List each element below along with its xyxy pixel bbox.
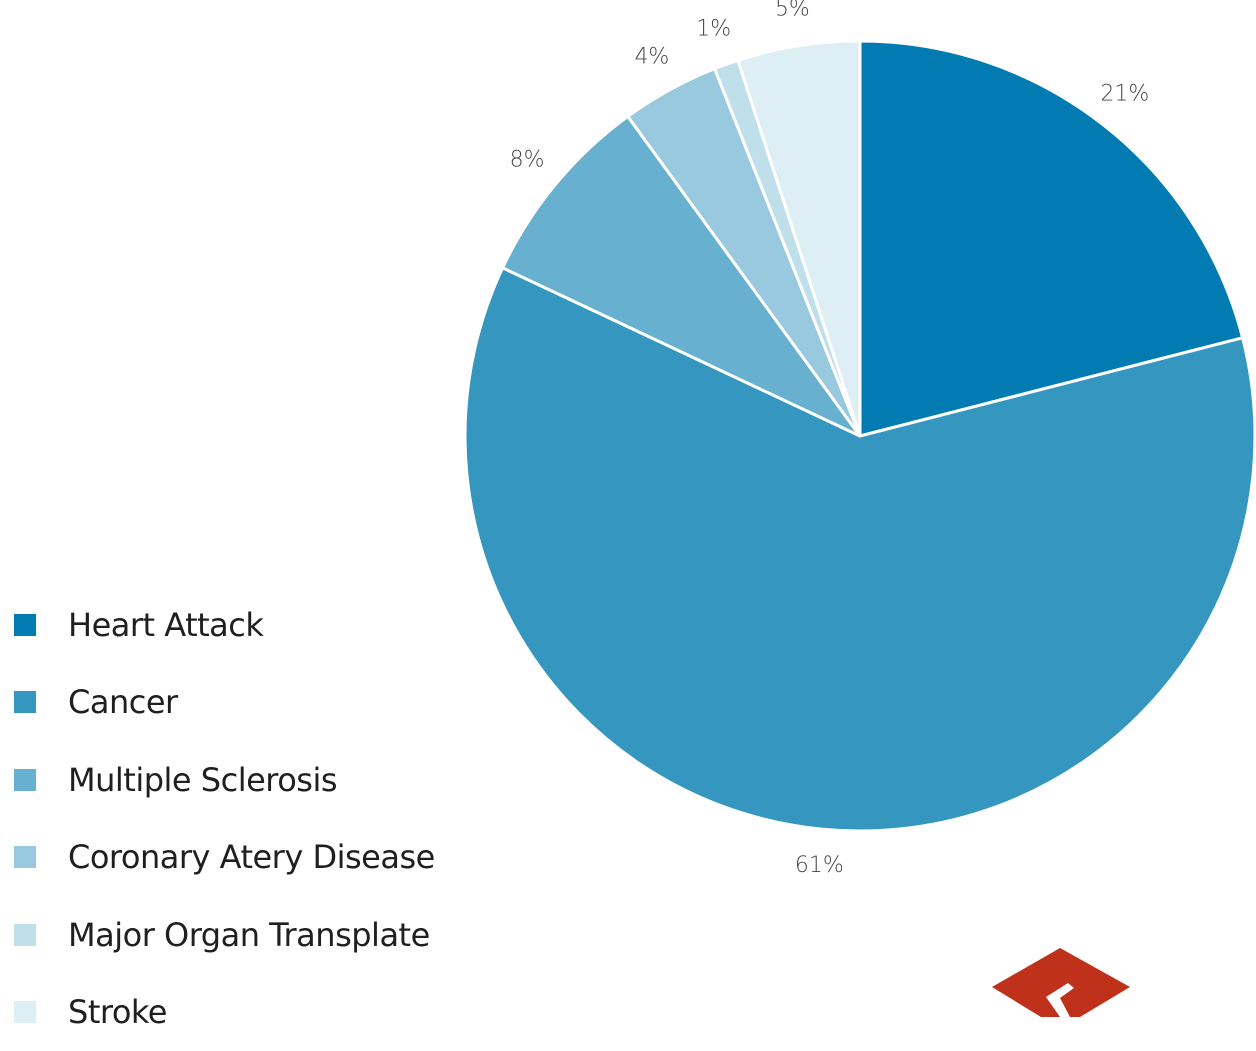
legend-item-coronary-atery-disease: Coronary Atery Disease — [14, 819, 435, 897]
chart-legend: Heart Attack Cancer Multiple Sclerosis Coro… — [14, 586, 435, 1051]
legend-item-stroke: Stroke — [14, 974, 435, 1051]
legend-label: Major Organ Transplate — [68, 916, 430, 954]
data-label-heart-attack: 21% — [1100, 82, 1149, 107]
legend-swatch — [14, 691, 36, 713]
diamond-logo-icon — [992, 948, 1130, 1017]
legend-item-heart-attack: Heart Attack — [14, 586, 435, 664]
legend-label: Stroke — [68, 993, 167, 1031]
legend-item-multiple-sclerosis: Multiple Sclerosis — [14, 741, 435, 819]
legend-item-major-organ-transplate: Major Organ Transplate — [14, 896, 435, 974]
data-label-coronary-atery-disease: 4% — [634, 44, 669, 69]
data-label-cancer: 61% — [795, 853, 844, 878]
data-label-major-organ-transplate: 1% — [696, 17, 731, 42]
legend-swatch — [14, 846, 36, 868]
legend-swatch — [14, 1001, 36, 1023]
pie-slices — [465, 41, 1255, 831]
data-label-multiple-sclerosis: 8% — [510, 148, 545, 173]
legend-label: Cancer — [68, 683, 178, 721]
legend-swatch — [14, 924, 36, 946]
legend-label: Coronary Atery Disease — [68, 838, 435, 876]
data-label-stroke: 5% — [775, 0, 810, 21]
legend-label: Heart Attack — [68, 606, 263, 644]
legend-label: Multiple Sclerosis — [68, 761, 337, 799]
legend-swatch — [14, 614, 36, 636]
legend-item-cancer: Cancer — [14, 664, 435, 742]
legend-swatch — [14, 769, 36, 791]
